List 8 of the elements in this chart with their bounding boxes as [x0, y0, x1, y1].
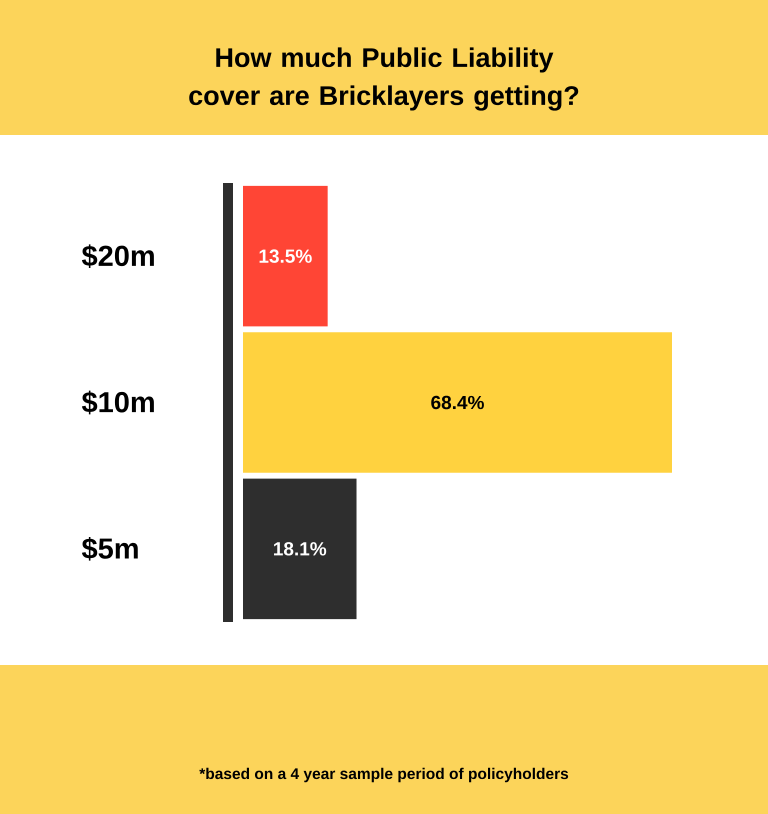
chart-title: How much Public Liability cover are Bricklayers getting? [189, 47, 578, 111]
data-label: 68.4% [431, 396, 484, 410]
data-label: 18.1% [274, 542, 326, 556]
y-tick-label: $20m [82, 244, 154, 268]
text: *based on a 4 year sample period of policyholders [199, 768, 568, 782]
y-tick-label: $10m [82, 390, 154, 414]
data-label: 13.5% [260, 249, 312, 263]
y-tick-label: $5m [82, 536, 138, 561]
